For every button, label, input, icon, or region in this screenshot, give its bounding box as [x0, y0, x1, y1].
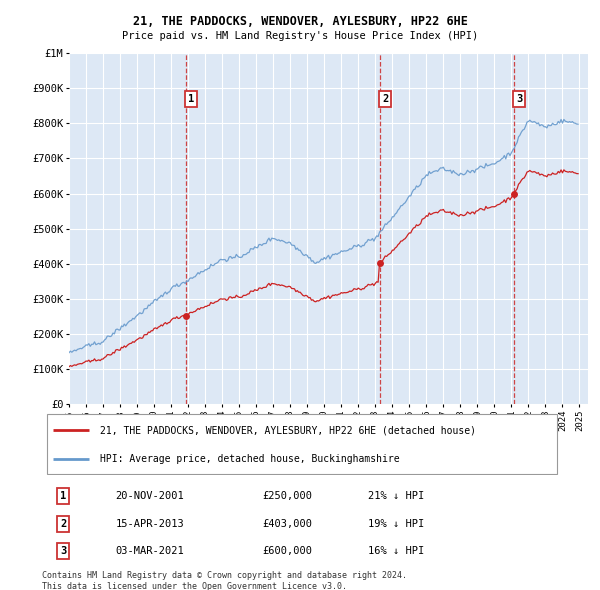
- Text: 21% ↓ HPI: 21% ↓ HPI: [367, 491, 424, 502]
- Text: Contains HM Land Registry data © Crown copyright and database right 2024.
This d: Contains HM Land Registry data © Crown c…: [42, 571, 407, 590]
- Text: 15-APR-2013: 15-APR-2013: [115, 519, 184, 529]
- Text: £403,000: £403,000: [263, 519, 313, 529]
- Text: 20-NOV-2001: 20-NOV-2001: [115, 491, 184, 502]
- Text: 3: 3: [516, 94, 523, 104]
- Text: 03-MAR-2021: 03-MAR-2021: [115, 546, 184, 556]
- Text: £250,000: £250,000: [263, 491, 313, 502]
- Text: HPI: Average price, detached house, Buckinghamshire: HPI: Average price, detached house, Buck…: [100, 454, 400, 464]
- Text: 21, THE PADDOCKS, WENDOVER, AYLESBURY, HP22 6HE (detached house): 21, THE PADDOCKS, WENDOVER, AYLESBURY, H…: [100, 425, 476, 435]
- Text: 1: 1: [188, 94, 194, 104]
- Text: 2: 2: [382, 94, 388, 104]
- Text: 16% ↓ HPI: 16% ↓ HPI: [367, 546, 424, 556]
- Text: Price paid vs. HM Land Registry's House Price Index (HPI): Price paid vs. HM Land Registry's House …: [122, 31, 478, 41]
- Text: 1: 1: [60, 491, 66, 502]
- FancyBboxPatch shape: [47, 414, 557, 474]
- Text: 3: 3: [60, 546, 66, 556]
- Text: 21, THE PADDOCKS, WENDOVER, AYLESBURY, HP22 6HE: 21, THE PADDOCKS, WENDOVER, AYLESBURY, H…: [133, 15, 467, 28]
- Text: 2: 2: [60, 519, 66, 529]
- Text: 19% ↓ HPI: 19% ↓ HPI: [367, 519, 424, 529]
- Text: £600,000: £600,000: [263, 546, 313, 556]
